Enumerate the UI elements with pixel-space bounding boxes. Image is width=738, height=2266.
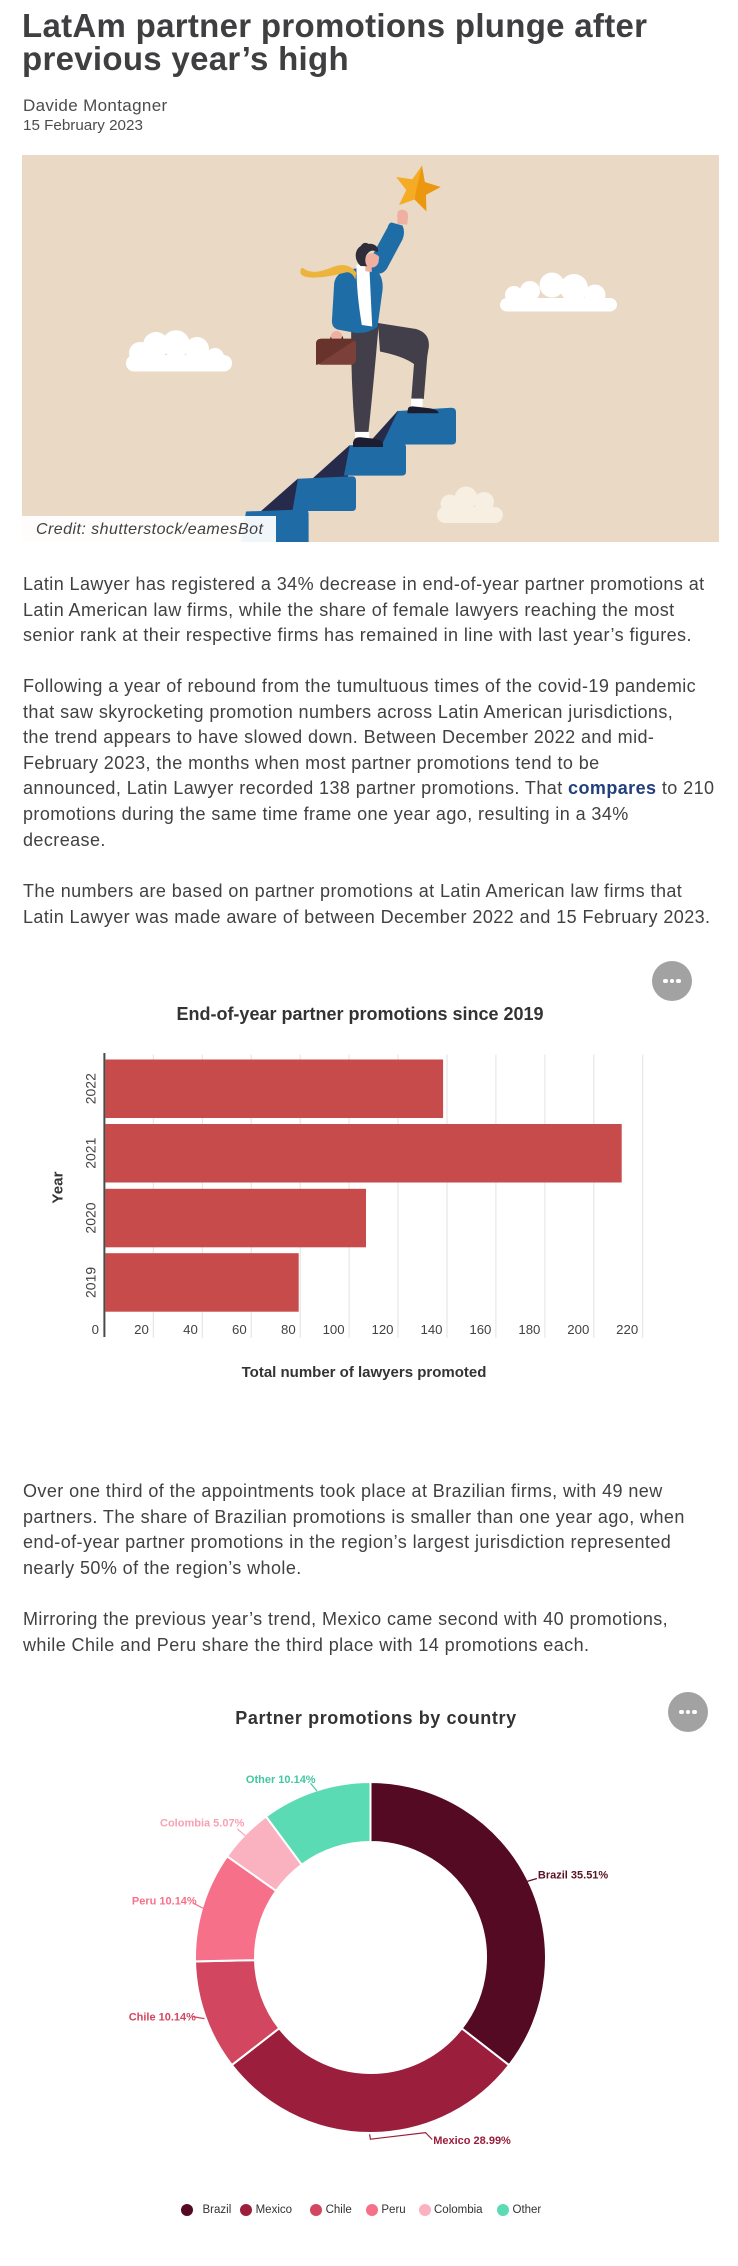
svg-text:Total number of lawyers promot: Total number of lawyers promoted: [242, 1364, 487, 1381]
svg-text:Brazil 35.51%: Brazil 35.51%: [538, 1869, 609, 1881]
svg-text:2020: 2020: [83, 1202, 99, 1233]
svg-text:160: 160: [469, 1322, 491, 1337]
svg-text:Chile 10.14%: Chile 10.14%: [129, 2011, 196, 2023]
svg-text:Mexico 28.99%: Mexico 28.99%: [433, 2135, 511, 2147]
svg-text:Colombia 5.07%: Colombia 5.07%: [160, 1818, 245, 1830]
svg-text:220: 220: [616, 1322, 638, 1337]
svg-text:80: 80: [281, 1322, 296, 1337]
svg-text:2021: 2021: [83, 1137, 99, 1168]
svg-text:200: 200: [567, 1322, 589, 1337]
svg-text:2022: 2022: [83, 1073, 99, 1104]
svg-text:40: 40: [183, 1322, 198, 1337]
svg-text:60: 60: [232, 1322, 247, 1337]
svg-text:Peru 10.14%: Peru 10.14%: [132, 1895, 197, 1907]
svg-text:2019: 2019: [83, 1267, 99, 1298]
svg-text:0: 0: [92, 1322, 99, 1337]
svg-text:140: 140: [420, 1322, 442, 1337]
svg-text:20: 20: [134, 1322, 149, 1337]
svg-text:Year: Year: [50, 1171, 67, 1203]
svg-text:120: 120: [371, 1322, 393, 1337]
svg-text:Other 10.14%: Other 10.14%: [246, 1774, 316, 1786]
svg-text:180: 180: [518, 1322, 540, 1337]
svg-text:100: 100: [323, 1322, 345, 1337]
